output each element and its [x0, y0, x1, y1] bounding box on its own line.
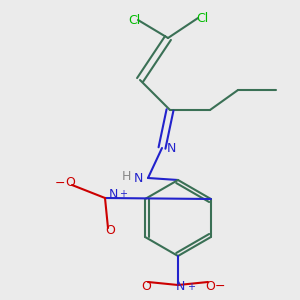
Text: N: N	[166, 142, 176, 154]
Text: O: O	[65, 176, 75, 190]
Text: Cl: Cl	[128, 14, 140, 26]
Text: −: −	[215, 280, 225, 292]
Text: +: +	[187, 282, 195, 292]
Text: O: O	[141, 280, 151, 292]
Text: N: N	[133, 172, 143, 184]
Text: −: −	[55, 176, 65, 190]
Text: O: O	[105, 224, 115, 236]
Text: O: O	[205, 280, 215, 292]
Text: N: N	[175, 280, 185, 293]
Text: N: N	[108, 188, 118, 200]
Text: Cl: Cl	[196, 11, 208, 25]
Text: +: +	[119, 189, 127, 199]
Text: H: H	[121, 169, 131, 182]
